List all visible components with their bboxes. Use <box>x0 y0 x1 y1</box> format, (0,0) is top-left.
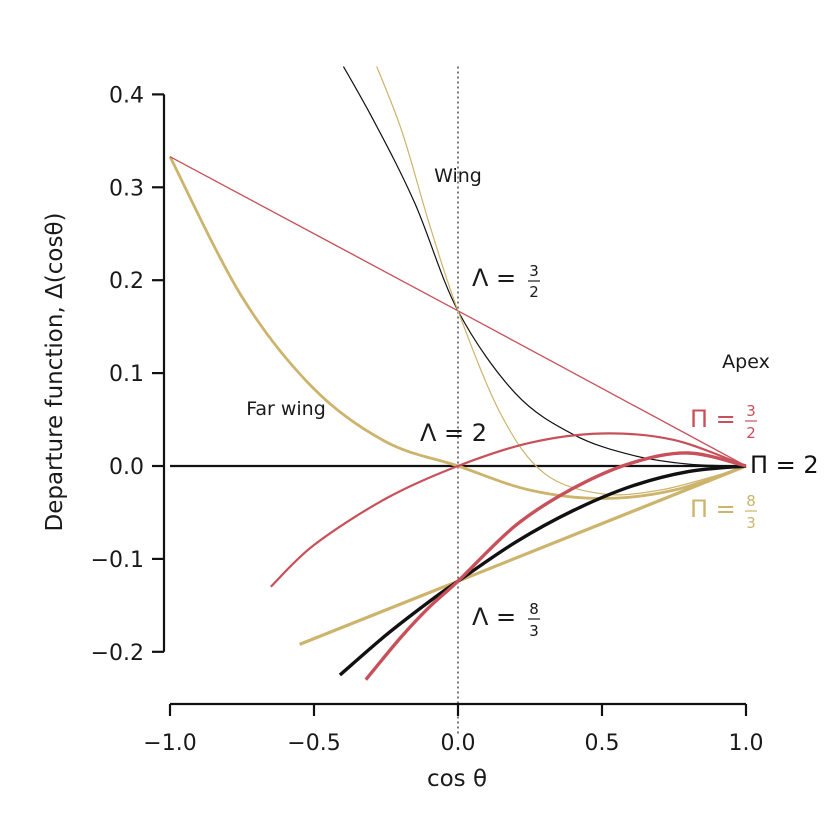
x-ticks: −1.0 −0.5 0.0 0.5 1.0 <box>143 704 764 756</box>
x-tick-label: −0.5 <box>287 731 340 756</box>
y-ticks: −0.2 −0.1 0.0 0.1 0.2 0.3 0.4 <box>91 83 164 666</box>
series-line-3: Wing curve Π = 8/3 <box>376 66 747 496</box>
annotation-pi-8-3-denominator: 3 <box>746 514 756 532</box>
series-line-4: Λ=2 Π = 3/2 <box>270 432 747 588</box>
y-tick-label: 0.0 <box>109 455 144 480</box>
series-line-0: Λ=2 parabola (Π = 8/3) <box>168 156 747 500</box>
x-tick-label: 0.0 <box>441 731 476 756</box>
series-layer: Λ=2 parabola (Π = 8/3)Chord Π = 3/2Wing … <box>168 66 747 681</box>
y-tick-label: −0.1 <box>91 548 144 573</box>
series-line-5: Λ=8/3 Π = 8/3 <box>299 464 747 646</box>
y-axis-title: Departure function, Δ(cosθ) <box>42 212 68 531</box>
x-axis-title: cos θ <box>427 766 487 792</box>
y-tick-label: 0.3 <box>109 176 144 201</box>
y-tick-label: 0.4 <box>109 83 144 108</box>
annotation-lambda-8-3-numerator: 8 <box>529 600 539 618</box>
apex-label: Apex <box>722 351 770 373</box>
series-line-2: Wing curve Π = 2 <box>342 66 747 467</box>
annotation-lambda-8-3-denominator: 3 <box>529 622 539 640</box>
annotation-pi-8-3-prefix: Π = <box>690 495 736 523</box>
annotation-lambda-3-2-prefix: Λ = <box>472 264 516 292</box>
annotation-pi-2: Π = 2 <box>750 451 819 479</box>
annotation-pi-8-3: Π = 8 3 <box>690 492 757 532</box>
annotation-pi-3-2: Π = 3 2 <box>690 402 757 442</box>
wing-label: Wing <box>434 165 482 187</box>
annotation-pi-3-2-numerator: 3 <box>746 402 756 420</box>
x-tick-label: 0.5 <box>585 731 620 756</box>
axes: −0.2 −0.1 0.0 0.1 0.2 0.3 0.4 −1.0 −0.5 0.0 0.5 1.… <box>91 83 764 756</box>
annotation-pi-8-3-numerator: 8 <box>746 492 756 510</box>
y-tick-label: 0.1 <box>109 362 144 387</box>
annotation-pi-3-2-denominator: 2 <box>746 424 756 442</box>
x-tick-label: 1.0 <box>729 731 764 756</box>
annotation-lambda-8-3-prefix: Λ = <box>472 603 516 631</box>
annotation-lambda-3-2-denominator: 2 <box>529 283 539 301</box>
series-line-7: Λ=8/3 Π = 3/2 <box>364 451 747 681</box>
y-tick-label: −0.2 <box>91 641 144 666</box>
x-tick-label: −1.0 <box>143 731 196 756</box>
far-wing-label: Far wing <box>246 398 326 420</box>
annotation-lambda-2: Λ = 2 <box>420 419 487 447</box>
annotation-pi-3-2-prefix: Π = <box>690 405 736 433</box>
y-tick-label: 0.2 <box>109 269 144 294</box>
series-line-6: Λ=8/3 Π = 2 <box>338 464 747 677</box>
annotation-lambda-3-2: Λ = 3 2 <box>472 262 540 301</box>
annotation-lambda-3-2-numerator: 3 <box>529 262 539 280</box>
annotation-lambda-8-3: Λ = 8 3 <box>472 600 540 640</box>
